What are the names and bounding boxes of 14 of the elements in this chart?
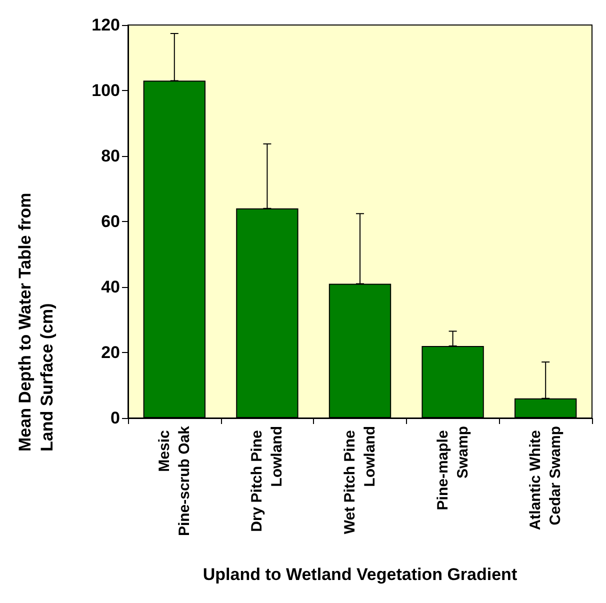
x-tick-label: Dry Pitch Pine Lowland: [248, 426, 286, 532]
y-tick-label: 0: [110, 408, 120, 428]
y-tick-label: 120: [92, 16, 120, 34]
y-tick-label: 20: [101, 343, 120, 362]
y-tick-label: 60: [101, 212, 120, 231]
x-tick-label: Mesic Pine-scrub Oak: [156, 425, 193, 536]
y-tick-label: 100: [92, 81, 120, 100]
x-axis-title: Upland to Wetland Vegetation Gradient: [202, 565, 518, 584]
y-tick-label: 80: [101, 146, 120, 166]
x-tick-label: Wet Pitch Pine Lowland: [342, 426, 378, 534]
x-tick-label: Atlantic White Cedar Swamp: [527, 426, 564, 530]
x-tick-label: Pine-maple Swamp: [434, 426, 472, 510]
y-tick-label: 40: [101, 278, 120, 296]
y-axis-title: Mean Depth to Water Table from Land Surface (cm): [16, 188, 56, 452]
